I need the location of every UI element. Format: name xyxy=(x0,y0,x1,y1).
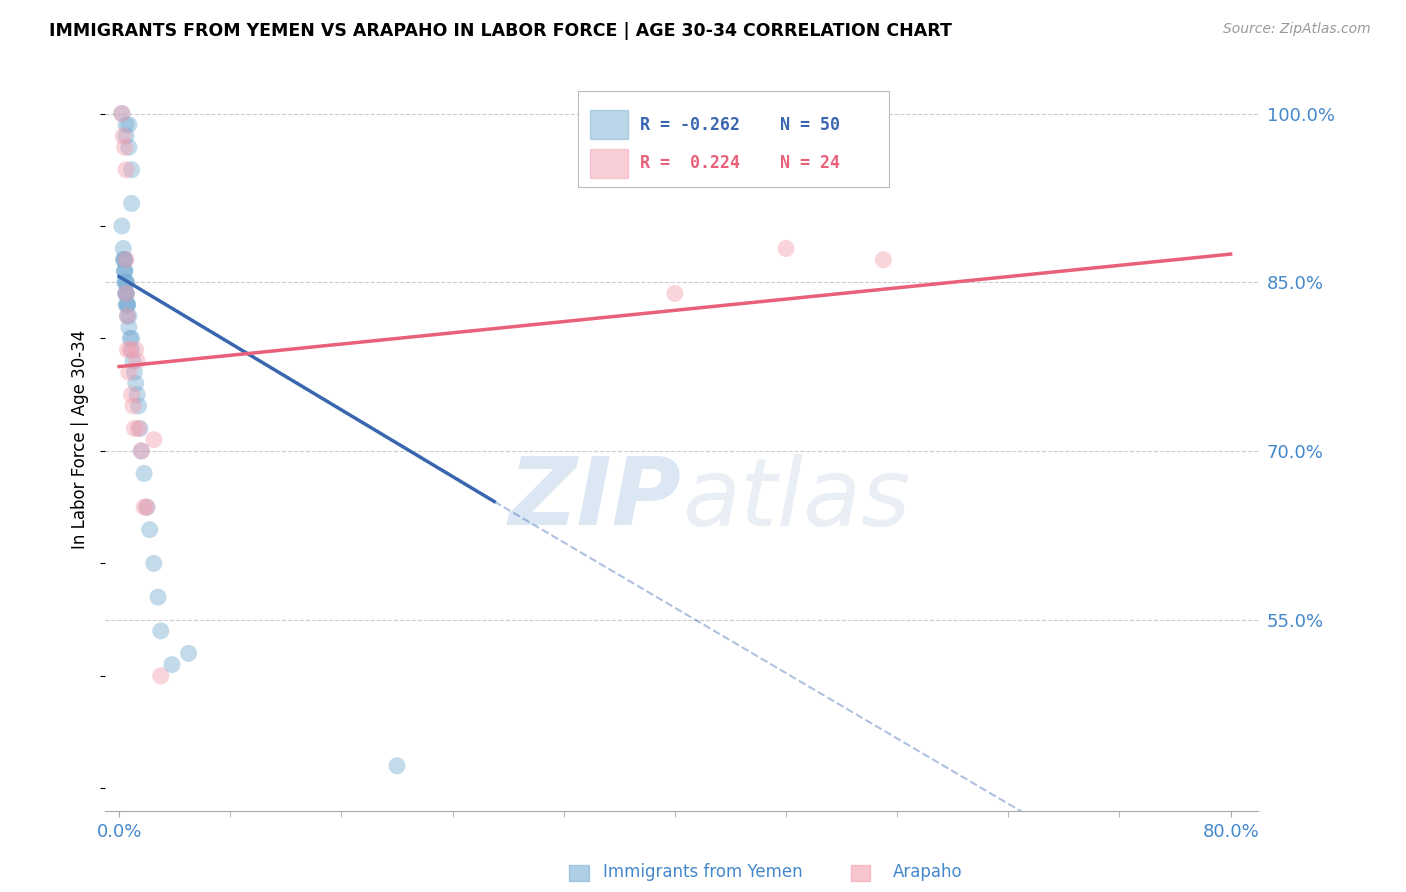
Point xyxy=(115,275,138,289)
Point xyxy=(112,128,135,143)
Point xyxy=(118,140,141,154)
Point xyxy=(115,298,138,312)
Point xyxy=(385,759,408,773)
Point xyxy=(114,252,136,267)
Point xyxy=(146,590,169,604)
Point xyxy=(118,309,141,323)
Point xyxy=(135,500,157,515)
Point xyxy=(872,252,894,267)
Point xyxy=(114,264,136,278)
Point xyxy=(115,286,138,301)
Point xyxy=(125,343,148,357)
Point xyxy=(122,354,145,368)
Text: Arapaho: Arapaho xyxy=(893,863,963,881)
Point xyxy=(134,467,156,481)
Point xyxy=(117,298,139,312)
Point xyxy=(121,162,143,177)
Point xyxy=(127,354,149,368)
Point xyxy=(122,399,145,413)
Point xyxy=(115,162,138,177)
Point xyxy=(117,343,139,357)
Point xyxy=(114,264,136,278)
Point xyxy=(128,421,150,435)
Point xyxy=(131,444,153,458)
Point xyxy=(114,140,136,154)
Point xyxy=(115,286,138,301)
Point xyxy=(138,523,160,537)
Point xyxy=(112,242,135,256)
Point xyxy=(124,365,146,379)
Point xyxy=(120,331,142,345)
Point xyxy=(129,421,152,435)
Point xyxy=(775,242,797,256)
Point xyxy=(118,320,141,334)
Point xyxy=(115,275,138,289)
Point xyxy=(117,309,139,323)
Point xyxy=(125,376,148,391)
Point xyxy=(134,500,156,515)
Point xyxy=(149,624,172,638)
Point xyxy=(121,387,143,401)
Point xyxy=(142,433,165,447)
Point xyxy=(142,557,165,571)
Point xyxy=(111,106,134,120)
Point xyxy=(111,106,134,120)
Text: IMMIGRANTS FROM YEMEN VS ARAPAHO IN LABOR FORCE | AGE 30-34 CORRELATION CHART: IMMIGRANTS FROM YEMEN VS ARAPAHO IN LABO… xyxy=(49,22,952,40)
Point xyxy=(115,252,138,267)
Point xyxy=(121,343,143,357)
Point xyxy=(114,275,136,289)
Point xyxy=(121,331,143,345)
Point xyxy=(121,196,143,211)
Point xyxy=(127,387,149,401)
Point xyxy=(120,343,142,357)
Point xyxy=(111,219,134,233)
Point xyxy=(124,421,146,435)
Point xyxy=(160,657,183,672)
Point xyxy=(118,118,141,132)
Point xyxy=(664,286,686,301)
Point xyxy=(131,444,153,458)
Point xyxy=(115,286,138,301)
Y-axis label: In Labor Force | Age 30-34: In Labor Force | Age 30-34 xyxy=(72,330,89,549)
Point xyxy=(128,399,150,413)
Point xyxy=(117,309,139,323)
Point xyxy=(149,669,172,683)
Point xyxy=(117,298,139,312)
Point xyxy=(118,365,141,379)
Point xyxy=(177,646,200,660)
Text: Source: ZipAtlas.com: Source: ZipAtlas.com xyxy=(1223,22,1371,37)
Point xyxy=(114,252,136,267)
Point xyxy=(117,298,139,312)
Text: ZIP: ZIP xyxy=(509,453,682,545)
Point xyxy=(115,286,138,301)
Point xyxy=(115,118,138,132)
Point xyxy=(115,275,138,289)
Point xyxy=(135,500,157,515)
Text: Immigrants from Yemen: Immigrants from Yemen xyxy=(603,863,803,881)
Point xyxy=(112,252,135,267)
Point xyxy=(115,128,138,143)
Point xyxy=(114,264,136,278)
Point xyxy=(114,252,136,267)
Point xyxy=(115,286,138,301)
Text: atlas: atlas xyxy=(682,453,910,544)
